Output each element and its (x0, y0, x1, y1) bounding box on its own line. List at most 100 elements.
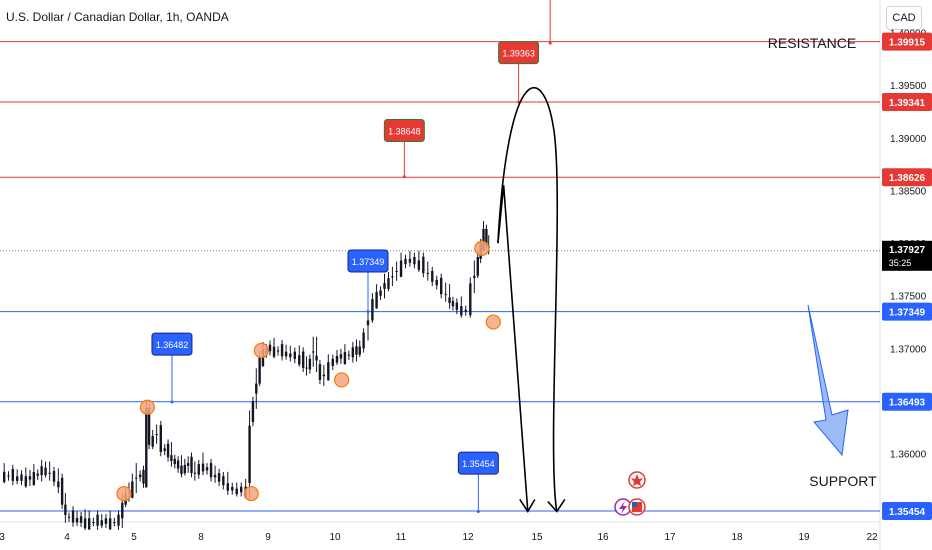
x-tick-label: 22 (866, 532, 878, 543)
level-price-tag (882, 392, 932, 411)
candle-body (362, 332, 365, 349)
candle-body (312, 351, 315, 353)
x-tick-label: 10 (329, 532, 341, 543)
candle-body (383, 283, 386, 289)
y-tick-label: 1.39000 (890, 134, 927, 145)
candle-body (28, 476, 32, 480)
candle-body (104, 518, 108, 524)
x-tick-label: 11 (396, 532, 407, 543)
swing-marker (334, 372, 350, 388)
currency-button[interactable]: CAD (886, 6, 922, 30)
candle-body (351, 347, 355, 358)
candle-body (301, 351, 305, 368)
bolt-glyph (619, 501, 627, 514)
candle-body (79, 516, 83, 523)
candle-body (193, 472, 197, 474)
candle-body (67, 516, 71, 518)
candle-body (231, 486, 234, 491)
candle-body (355, 346, 358, 355)
level-price-tag (882, 168, 932, 187)
level-price-label: 1.39915 (889, 38, 926, 49)
x-tick-label: 16 (597, 532, 609, 543)
candle-body (60, 477, 64, 505)
candle-body (358, 346, 361, 355)
candle-body (201, 463, 205, 472)
candle-body (426, 272, 429, 274)
candle-body (48, 472, 51, 474)
x-tick-label: 12 (462, 532, 474, 543)
callout-label: 1.38648 (388, 127, 421, 137)
candle-body (44, 467, 47, 476)
candle-body (327, 362, 330, 381)
candle-body (138, 474, 142, 478)
callout-box (151, 332, 193, 356)
candle-body (255, 383, 258, 394)
candle-body (7, 475, 10, 477)
candle-body (36, 473, 39, 476)
candle-body (322, 374, 326, 377)
candle-body (2, 471, 6, 483)
candle-body (261, 349, 265, 367)
swing-marker (139, 399, 155, 415)
support-annotation: SUPPORT (809, 473, 877, 489)
candle-body (251, 400, 255, 423)
candle-body (276, 350, 280, 352)
candle-body (209, 463, 213, 478)
candle-body (145, 407, 148, 488)
candle-body (176, 460, 180, 469)
callout-anchor (170, 400, 174, 404)
candle-body (235, 488, 238, 495)
down-arrow-icon (807, 304, 849, 457)
candle-body (343, 352, 347, 365)
projection-arc (497, 86, 559, 512)
candle-body (387, 278, 390, 289)
candle-body (197, 464, 200, 475)
candle-body (222, 476, 225, 486)
candle-body (485, 228, 488, 245)
y-tick-label: 1.36000 (890, 450, 927, 461)
candle-body (147, 407, 151, 445)
candle-body (186, 463, 190, 466)
level-price-tag (882, 92, 932, 111)
candle-body (71, 510, 75, 523)
candle-body (431, 271, 434, 282)
swing-marker (116, 485, 132, 502)
candle-body (366, 320, 370, 326)
level-price-label: 1.37349 (889, 308, 926, 319)
candle-body (20, 474, 23, 481)
y-tick-label: 1.39500 (890, 81, 927, 92)
candle-body (451, 300, 455, 307)
candle-body (298, 355, 301, 365)
x-tick-label: 9 (265, 532, 271, 543)
callout-label: 1.39363 (502, 49, 535, 59)
candle-body (159, 425, 162, 453)
x-tick-label: 15 (531, 532, 543, 543)
projection-zigzag (497, 185, 529, 512)
candle-body (240, 486, 243, 493)
level-price-label: 1.39341 (889, 98, 926, 109)
callout-label: 1.37349 (352, 257, 385, 267)
candle-body (121, 502, 124, 519)
x-tick-label: 8 (198, 532, 204, 543)
candle-body (413, 256, 416, 265)
current-price-tag (882, 240, 932, 271)
callout-box (383, 119, 425, 143)
candle-body (455, 302, 459, 310)
candle-body (293, 351, 296, 359)
candle-body (15, 476, 19, 481)
candle-body (131, 481, 134, 498)
canada-maple-icon (631, 474, 643, 486)
candle-body (435, 279, 438, 286)
us-flag-canton (632, 502, 637, 507)
candle-body (469, 283, 472, 316)
candle-body (315, 355, 318, 361)
candle-body (100, 520, 103, 526)
bar-countdown: 35:25 (889, 258, 912, 268)
projection-arc-arrowhead (547, 499, 566, 513)
candle-body (476, 257, 479, 276)
y-tick-label: 1.38500 (890, 186, 927, 197)
callout-anchor (548, 41, 552, 45)
candle-body (92, 522, 95, 523)
level-price-label: 1.38626 (889, 173, 926, 184)
